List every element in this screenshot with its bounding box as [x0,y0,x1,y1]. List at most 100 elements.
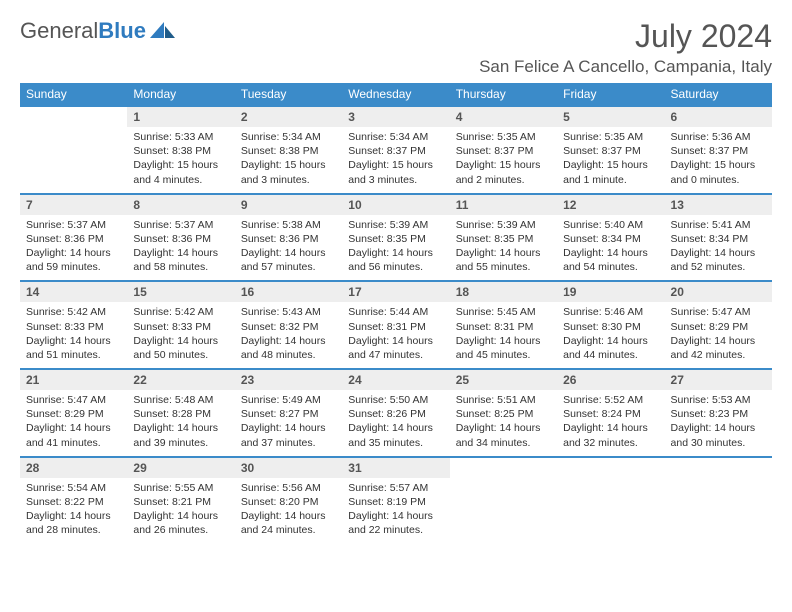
sunset: Sunset: 8:34 PM [671,232,766,246]
day-body: Sunrise: 5:35 AMSunset: 8:37 PMDaylight:… [557,127,664,193]
sunrise: Sunrise: 5:43 AM [241,305,336,319]
day-body: Sunrise: 5:41 AMSunset: 8:34 PMDaylight:… [665,215,772,281]
day-body: Sunrise: 5:57 AMSunset: 8:19 PMDaylight:… [342,478,449,544]
calendar-day: 31Sunrise: 5:57 AMSunset: 8:19 PMDayligh… [342,457,449,544]
sunset: Sunset: 8:33 PM [133,320,228,334]
daylight: Daylight: 14 hours and 59 minutes. [26,246,121,274]
day-number: 8 [127,195,234,215]
sunrise: Sunrise: 5:48 AM [133,393,228,407]
daylight: Daylight: 14 hours and 32 minutes. [563,421,658,449]
daylight: Daylight: 14 hours and 50 minutes. [133,334,228,362]
daylight: Daylight: 15 hours and 4 minutes. [133,158,228,186]
day-body: Sunrise: 5:39 AMSunset: 8:35 PMDaylight:… [450,215,557,281]
day-number: 7 [20,195,127,215]
day-number: 18 [450,282,557,302]
day-body [665,464,772,473]
calendar-day: 21Sunrise: 5:47 AMSunset: 8:29 PMDayligh… [20,369,127,457]
sunrise: Sunrise: 5:41 AM [671,218,766,232]
calendar-day: 3Sunrise: 5:34 AMSunset: 8:37 PMDaylight… [342,106,449,194]
sunrise: Sunrise: 5:46 AM [563,305,658,319]
daylight: Daylight: 14 hours and 26 minutes. [133,509,228,537]
day-body: Sunrise: 5:37 AMSunset: 8:36 PMDaylight:… [20,215,127,281]
calendar-day: 4Sunrise: 5:35 AMSunset: 8:37 PMDaylight… [450,106,557,194]
sunrise: Sunrise: 5:37 AM [133,218,228,232]
day-header: Friday [557,83,664,106]
sunset: Sunset: 8:26 PM [348,407,443,421]
calendar-day: 30Sunrise: 5:56 AMSunset: 8:20 PMDayligh… [235,457,342,544]
sunrise: Sunrise: 5:37 AM [26,218,121,232]
day-body: Sunrise: 5:55 AMSunset: 8:21 PMDaylight:… [127,478,234,544]
day-body: Sunrise: 5:37 AMSunset: 8:36 PMDaylight:… [127,215,234,281]
daylight: Daylight: 15 hours and 3 minutes. [348,158,443,186]
day-number: 29 [127,458,234,478]
day-number: 17 [342,282,449,302]
calendar-week: 7Sunrise: 5:37 AMSunset: 8:36 PMDaylight… [20,194,772,282]
daylight: Daylight: 14 hours and 57 minutes. [241,246,336,274]
day-body [20,113,127,122]
sunrise: Sunrise: 5:39 AM [348,218,443,232]
calendar-day: 10Sunrise: 5:39 AMSunset: 8:35 PMDayligh… [342,194,449,282]
sunrise: Sunrise: 5:47 AM [671,305,766,319]
daylight: Daylight: 14 hours and 30 minutes. [671,421,766,449]
sunset: Sunset: 8:32 PM [241,320,336,334]
calendar-day: 25Sunrise: 5:51 AMSunset: 8:25 PMDayligh… [450,369,557,457]
day-number: 22 [127,370,234,390]
sunrise: Sunrise: 5:52 AM [563,393,658,407]
daylight: Daylight: 15 hours and 1 minute. [563,158,658,186]
day-body: Sunrise: 5:53 AMSunset: 8:23 PMDaylight:… [665,390,772,456]
daylight: Daylight: 14 hours and 24 minutes. [241,509,336,537]
day-number: 28 [20,458,127,478]
calendar-week: 14Sunrise: 5:42 AMSunset: 8:33 PMDayligh… [20,281,772,369]
sunset: Sunset: 8:21 PM [133,495,228,509]
day-number: 10 [342,195,449,215]
sunrise: Sunrise: 5:35 AM [456,130,551,144]
sunrise: Sunrise: 5:42 AM [26,305,121,319]
calendar-day: 23Sunrise: 5:49 AMSunset: 8:27 PMDayligh… [235,369,342,457]
daylight: Daylight: 14 hours and 47 minutes. [348,334,443,362]
daylight: Daylight: 14 hours and 37 minutes. [241,421,336,449]
calendar-day: 16Sunrise: 5:43 AMSunset: 8:32 PMDayligh… [235,281,342,369]
calendar-day: 1Sunrise: 5:33 AMSunset: 8:38 PMDaylight… [127,106,234,194]
day-body: Sunrise: 5:45 AMSunset: 8:31 PMDaylight:… [450,302,557,368]
calendar-day: 29Sunrise: 5:55 AMSunset: 8:21 PMDayligh… [127,457,234,544]
calendar-day: 18Sunrise: 5:45 AMSunset: 8:31 PMDayligh… [450,281,557,369]
day-body [450,464,557,473]
day-body: Sunrise: 5:51 AMSunset: 8:25 PMDaylight:… [450,390,557,456]
day-header: Thursday [450,83,557,106]
day-body: Sunrise: 5:52 AMSunset: 8:24 PMDaylight:… [557,390,664,456]
sunset: Sunset: 8:20 PM [241,495,336,509]
day-body: Sunrise: 5:43 AMSunset: 8:32 PMDaylight:… [235,302,342,368]
sunset: Sunset: 8:35 PM [348,232,443,246]
day-body: Sunrise: 5:46 AMSunset: 8:30 PMDaylight:… [557,302,664,368]
sunrise: Sunrise: 5:55 AM [133,481,228,495]
day-header: Monday [127,83,234,106]
calendar-day: 27Sunrise: 5:53 AMSunset: 8:23 PMDayligh… [665,369,772,457]
day-number: 6 [665,107,772,127]
day-body: Sunrise: 5:54 AMSunset: 8:22 PMDaylight:… [20,478,127,544]
calendar-head: SundayMondayTuesdayWednesdayThursdayFrid… [20,83,772,106]
sunset: Sunset: 8:22 PM [26,495,121,509]
calendar-day: 14Sunrise: 5:42 AMSunset: 8:33 PMDayligh… [20,281,127,369]
day-number: 5 [557,107,664,127]
daylight: Daylight: 14 hours and 39 minutes. [133,421,228,449]
calendar-day [450,457,557,544]
sunrise: Sunrise: 5:50 AM [348,393,443,407]
daylight: Daylight: 14 hours and 35 minutes. [348,421,443,449]
location: San Felice A Cancello, Campania, Italy [479,57,772,77]
calendar-day [20,106,127,194]
day-number: 27 [665,370,772,390]
calendar-week: 1Sunrise: 5:33 AMSunset: 8:38 PMDaylight… [20,106,772,194]
header: GeneralBlue July 2024 San Felice A Cance… [20,18,772,77]
sunrise: Sunrise: 5:45 AM [456,305,551,319]
calendar-day: 22Sunrise: 5:48 AMSunset: 8:28 PMDayligh… [127,369,234,457]
sunset: Sunset: 8:31 PM [456,320,551,334]
calendar-day: 2Sunrise: 5:34 AMSunset: 8:38 PMDaylight… [235,106,342,194]
day-body: Sunrise: 5:42 AMSunset: 8:33 PMDaylight:… [20,302,127,368]
day-number: 9 [235,195,342,215]
calendar-week: 21Sunrise: 5:47 AMSunset: 8:29 PMDayligh… [20,369,772,457]
sunrise: Sunrise: 5:34 AM [241,130,336,144]
sunrise: Sunrise: 5:56 AM [241,481,336,495]
daylight: Daylight: 14 hours and 34 minutes. [456,421,551,449]
sunrise: Sunrise: 5:53 AM [671,393,766,407]
sail-icon [150,20,176,45]
